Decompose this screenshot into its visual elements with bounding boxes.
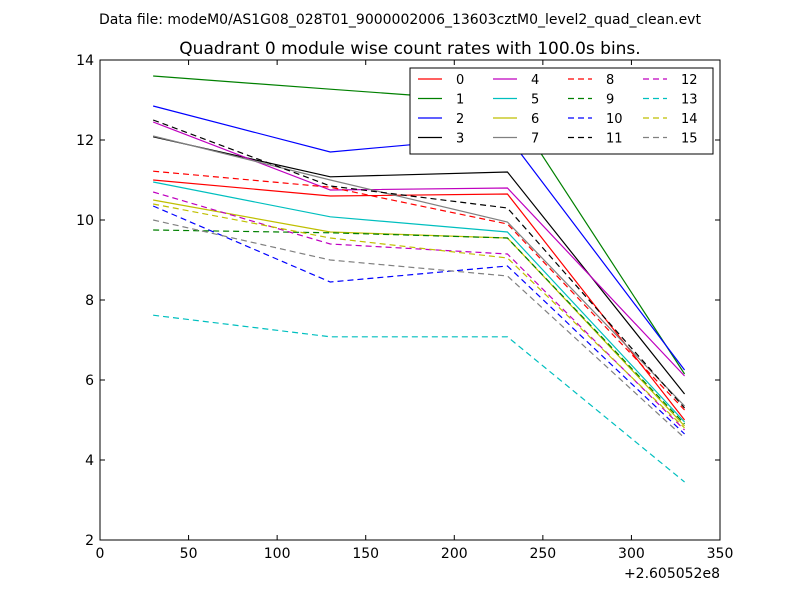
series-layer <box>152 75 686 483</box>
series-line-3 <box>153 136 686 395</box>
legend-box <box>409 67 714 155</box>
series-line-0 <box>153 179 686 421</box>
y-tick-label: 4 <box>85 453 94 469</box>
legend-label-9: 9 <box>606 93 614 108</box>
x-tick-label: 200 <box>441 546 468 562</box>
legend-label-2: 2 <box>456 112 464 127</box>
series-line-13 <box>153 314 685 483</box>
x-tick-label: 250 <box>529 546 556 562</box>
series-line-12 <box>152 191 685 431</box>
x-offset-label: +2.605052e8 <box>624 566 720 582</box>
x-tick-label: 300 <box>618 546 645 562</box>
legend-label-3: 3 <box>456 132 464 147</box>
series-line-10 <box>152 205 685 435</box>
legend-label-6: 6 <box>531 112 539 127</box>
legend-label-4: 4 <box>531 73 539 88</box>
legend-label-7: 7 <box>531 132 539 147</box>
x-tick-label: 0 <box>96 546 105 562</box>
legend-label-12: 12 <box>681 73 698 88</box>
y-tick-label: 12 <box>76 133 94 149</box>
y-tick-label: 10 <box>76 213 94 229</box>
legend-label-1: 1 <box>456 93 464 108</box>
x-tick-label: 50 <box>180 546 198 562</box>
series-line-4 <box>152 121 686 377</box>
legend-label-14: 14 <box>681 112 698 127</box>
chart-suptitle: Data file: modeM0/AS1G08_028T01_90000020… <box>99 12 701 28</box>
series-line-9 <box>153 229 686 425</box>
legend-label-15: 15 <box>681 132 698 147</box>
legend-label-11: 11 <box>606 132 623 147</box>
x-tick-label: 350 <box>707 546 734 562</box>
legend-label-0: 0 <box>456 73 464 88</box>
legend-label-8: 8 <box>606 73 614 88</box>
series-line-5 <box>153 181 686 423</box>
series-line-11 <box>152 119 686 409</box>
x-tick-label: 150 <box>352 546 379 562</box>
y-tick-label: 8 <box>85 293 94 309</box>
y-tick-label: 6 <box>85 373 94 389</box>
legend-label-10: 10 <box>606 112 623 127</box>
legend-label-13: 13 <box>681 93 698 108</box>
legend-label-5: 5 <box>531 93 539 108</box>
series-line-14 <box>153 203 685 429</box>
series-line-7 <box>152 135 686 407</box>
y-tick-label: 14 <box>76 53 94 69</box>
chart-title: Quadrant 0 module wise count rates with … <box>179 39 640 59</box>
x-tick-label: 100 <box>264 546 291 562</box>
series-line-15 <box>153 219 685 439</box>
y-tick-label: 2 <box>85 533 94 549</box>
